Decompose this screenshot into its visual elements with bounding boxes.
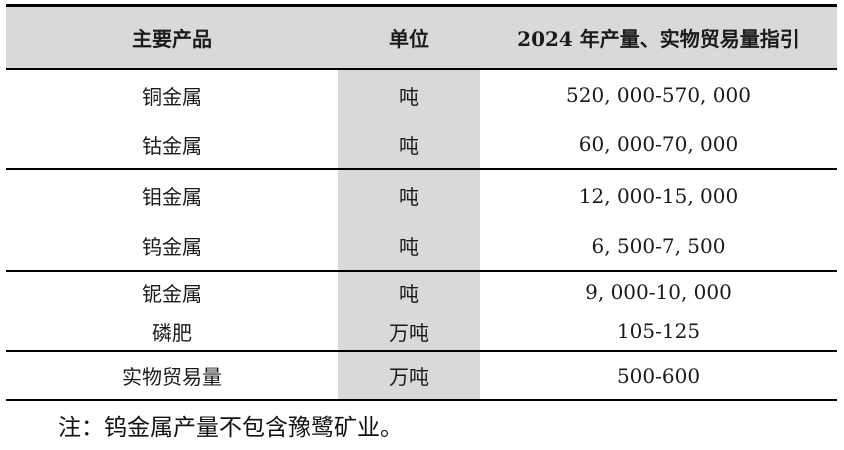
- production-guidance-table: 主要产品 单位 2024 年产量、实物贸易量指引 铜金属 吨 520, 000-…: [6, 4, 837, 401]
- unit-cell: 万吨: [338, 312, 480, 350]
- header-2024-guidance: 2024 年产量、实物贸易量指引: [517, 27, 800, 51]
- product-cell: 钼金属: [142, 185, 202, 209]
- guidance-cell: 6, 500-7, 500: [591, 233, 726, 258]
- product-cell: 磷肥: [152, 320, 192, 345]
- product-cell: 铜金属: [142, 84, 202, 109]
- table-header-row: 主要产品 单位 2024 年产量、实物贸易量指引: [6, 7, 837, 70]
- unit-cell: 吨: [338, 70, 480, 120]
- guidance-cell: 105-125: [616, 319, 701, 343]
- table-row-physical-trade: 实物贸易量 万吨 500-600: [6, 352, 837, 399]
- table-row-copper: 铜金属 吨 520, 000-570, 000: [6, 70, 837, 120]
- unit-cell: 吨: [338, 221, 480, 270]
- footnote: 注：钨金属产量不包含豫鹭矿业。: [58, 415, 403, 441]
- unit-cell: 吨: [338, 120, 480, 168]
- guidance-cell: 520, 000-570, 000: [566, 83, 751, 107]
- guidance-cell: 9, 000-10, 000: [585, 280, 732, 304]
- guidance-cell: 500-600: [616, 363, 701, 388]
- product-cell: 钨金属: [142, 235, 202, 259]
- unit-cell: 吨: [338, 272, 480, 312]
- guidance-cell: 60, 000-70, 000: [578, 132, 739, 156]
- unit-cell: 万吨: [338, 352, 480, 399]
- table-row-cobalt: 钴金属 吨 60, 000-70, 000: [6, 120, 837, 170]
- guidance-cell: 12, 000-15, 000: [578, 183, 739, 208]
- table-row-phosphate: 磷肥 万吨 105-125: [6, 312, 837, 352]
- header-main-products: 主要产品: [132, 27, 212, 51]
- table-row-tungsten: 钨金属 吨 6, 500-7, 500: [6, 221, 837, 272]
- table-row-molybdenum: 钼金属 吨 12, 000-15, 000: [6, 170, 837, 221]
- product-cell: 实物贸易量: [122, 365, 222, 389]
- header-unit: 单位: [389, 27, 429, 51]
- unit-cell: 吨: [338, 170, 480, 221]
- table-row-niobium: 铌金属 吨 9, 000-10, 000: [6, 272, 837, 312]
- product-cell: 铌金属: [142, 281, 202, 306]
- product-cell: 钴金属: [142, 133, 202, 158]
